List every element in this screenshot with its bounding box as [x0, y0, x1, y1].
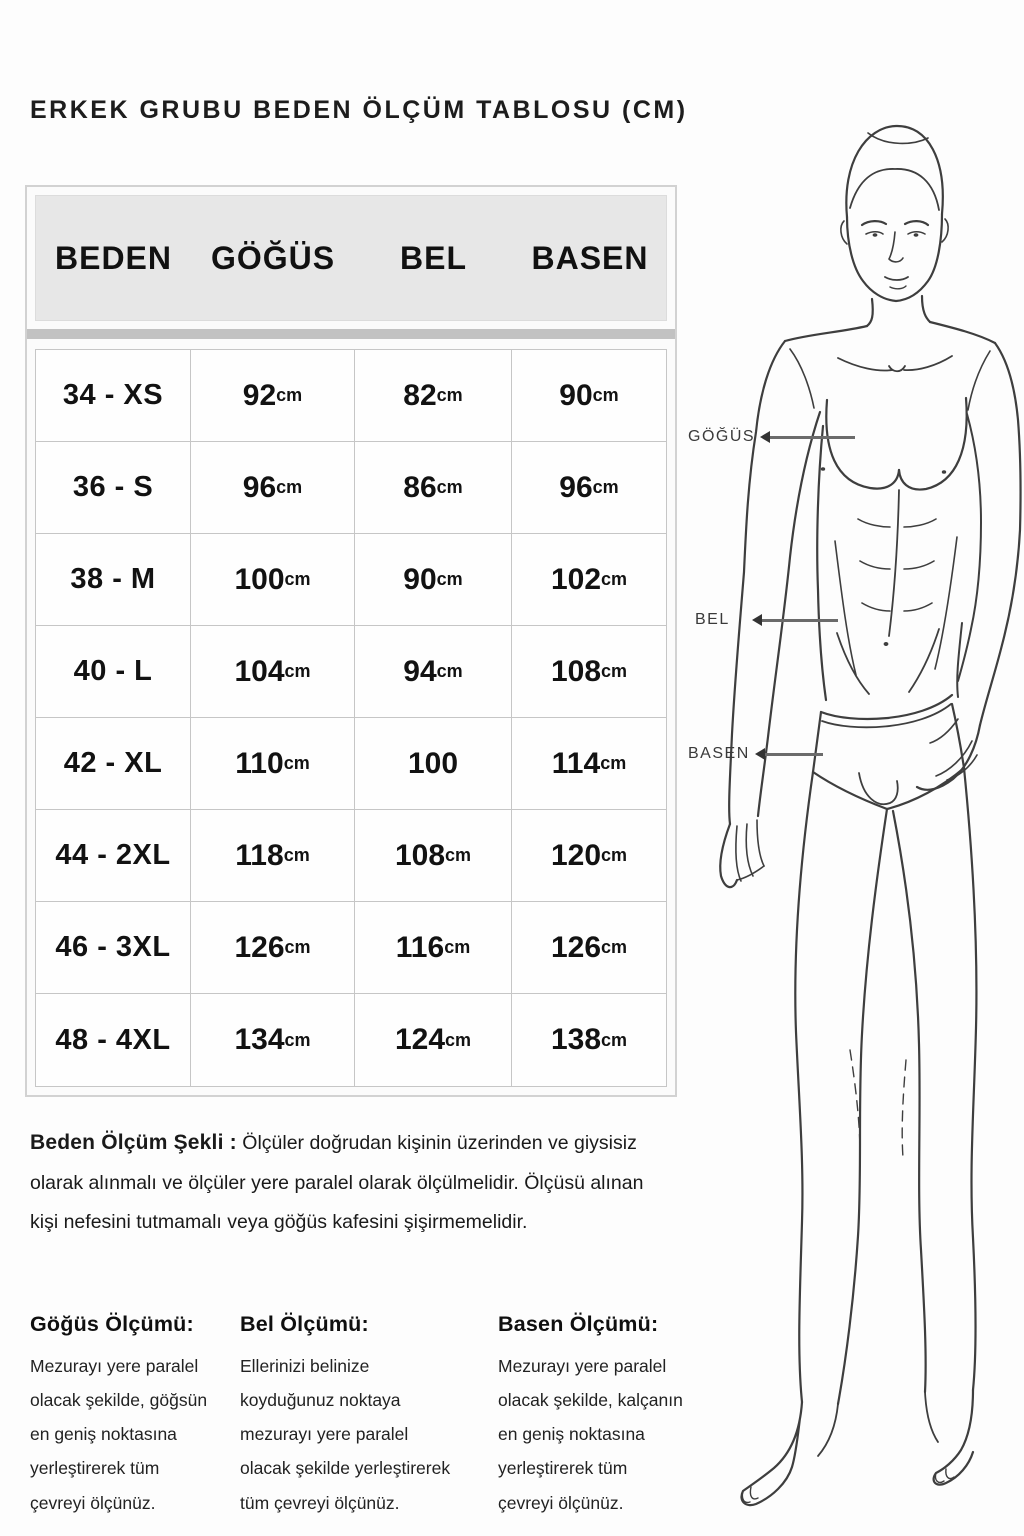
chest-cell: 110 cm: [191, 718, 355, 810]
table-row: 44 - 2XL 118 cm 108 cm 120 cm: [36, 810, 666, 902]
size-cell: 38 - M: [36, 534, 191, 626]
table-row: 42 - XL 110 cm 100 114 cm: [36, 718, 666, 810]
size-cell: 46 - 3XL: [36, 902, 191, 994]
waist-instruction: Bel Ölçümü: Ellerinizi belinize koyduğun…: [240, 1312, 480, 1520]
hip-cell: 126 cm: [512, 902, 666, 994]
hip-cell: 96 cm: [512, 442, 666, 534]
column-header-basen: BASEN: [531, 239, 649, 276]
hip-cell: 90 cm: [512, 350, 666, 442]
waist-instruction-text: Ellerinizi belinize koyduğunuz noktaya m…: [240, 1356, 451, 1513]
chest-cell: 96 cm: [191, 442, 355, 534]
chest-cell: 92 cm: [191, 350, 355, 442]
size-table-header: BEDEN GÖĞÜS BEL BASEN: [35, 195, 667, 321]
chest-cell: 134 cm: [191, 994, 355, 1086]
figure-label-gogus-text: GÖĞÜS: [688, 428, 756, 445]
figure-label-basen-text: BASEN: [688, 745, 750, 762]
page-title: ERKEK GRUBU BEDEN ÖLÇÜM TABLOSU (CM): [30, 96, 688, 124]
figure-label-basen: BASEN: [688, 745, 823, 763]
table-row: 38 - M 100 cm 90 cm 102 cm: [36, 534, 666, 626]
size-cell: 48 - 4XL: [36, 994, 191, 1086]
table-row: 48 - 4XL 134 cm 124 cm 138 cm: [36, 994, 666, 1086]
table-row: 40 - L 104 cm 94 cm 108 cm: [36, 626, 666, 718]
waist-cell: 82 cm: [355, 350, 512, 442]
left-arrow-icon: [760, 431, 856, 443]
size-cell: 34 - XS: [36, 350, 191, 442]
hip-instruction-text: Mezurayı yere paralel olacak şekilde, ka…: [498, 1356, 683, 1513]
chest-cell: 100 cm: [191, 534, 355, 626]
chest-instruction-heading: Göğüs Ölçümü:: [30, 1312, 194, 1336]
waist-cell: 86 cm: [355, 442, 512, 534]
size-cell: 36 - S: [36, 442, 191, 534]
column-header-gogus: GÖĞÜS: [210, 239, 336, 276]
left-arrow-icon: [751, 614, 838, 626]
hip-cell: 114 cm: [512, 718, 666, 810]
note-label: Beden Ölçüm Şekli :: [30, 1131, 237, 1154]
size-cell: 44 - 2XL: [36, 810, 191, 902]
note-text: Ölçüler doğrudan kişinin üzerinden ve gi…: [30, 1132, 644, 1233]
waist-cell: 94 cm: [355, 626, 512, 718]
chest-cell: 126 cm: [191, 902, 355, 994]
male-figure-sketch: [719, 124, 1022, 1507]
hip-cell: 102 cm: [512, 534, 666, 626]
hip-cell: 138 cm: [512, 994, 666, 1086]
hip-cell: 108 cm: [512, 626, 666, 718]
table-row: 34 - XS 92 cm 82 cm 90 cm: [36, 350, 666, 442]
waist-cell: 124 cm: [355, 994, 512, 1086]
size-cell: 40 - L: [36, 626, 191, 718]
hip-instruction-heading: Basen Ölçümü:: [498, 1312, 659, 1336]
chest-instruction: Göğüs Ölçümü: Mezurayı yere paralel olac…: [30, 1312, 235, 1520]
hip-cell: 120 cm: [512, 810, 666, 902]
waist-instruction-heading: Bel Ölçümü:: [240, 1312, 369, 1336]
chest-cell: 104 cm: [191, 626, 355, 718]
waist-cell: 108 cm: [355, 810, 512, 902]
figure-label-gogus: GÖĞÜS: [688, 428, 856, 446]
table-row: 46 - 3XL 126 cm 116 cm 126 cm: [36, 902, 666, 994]
chest-instruction-text: Mezurayı yere paralel olacak şekilde, gö…: [30, 1356, 208, 1513]
header-separator: [27, 329, 675, 339]
waist-cell: 116 cm: [355, 902, 512, 994]
left-arrow-icon: [754, 748, 823, 760]
size-table: BEDEN GÖĞÜS BEL BASEN 34 - XS 92 cm 82 c…: [25, 185, 677, 1097]
figure-label-bel: BEL: [695, 611, 838, 629]
size-table-body: 34 - XS 92 cm 82 cm 90 cm 36 - S 96 cm 8…: [35, 349, 667, 1087]
table-row: 36 - S 96 cm 86 cm 96 cm: [36, 442, 666, 534]
measurement-note: Beden Ölçüm Şekli : Ölçüler doğrudan kiş…: [30, 1122, 790, 1242]
waist-cell: 90 cm: [355, 534, 512, 626]
figure-label-bel-text: BEL: [695, 611, 730, 628]
column-header-beden: BEDEN: [54, 239, 172, 276]
hip-instruction: Basen Ölçümü: Mezurayı yere paralel olac…: [498, 1312, 698, 1520]
column-header-bel: BEL: [400, 239, 467, 276]
size-cell: 42 - XL: [36, 718, 191, 810]
chest-cell: 118 cm: [191, 810, 355, 902]
waist-cell: 100: [355, 718, 512, 810]
